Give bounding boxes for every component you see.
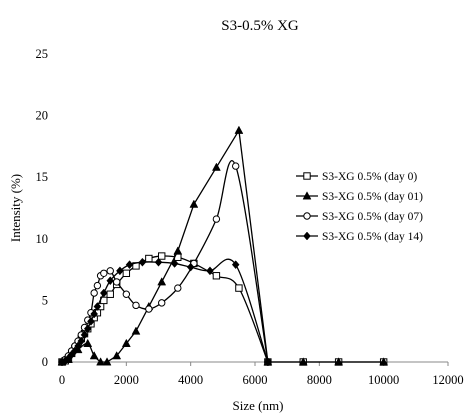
x-tick-label: 12000	[432, 373, 463, 387]
x-tick-label: 6000	[243, 373, 268, 387]
data-point	[112, 278, 121, 286]
data-point	[90, 289, 98, 297]
data-point	[186, 262, 195, 272]
legend-item: S3-XG 0.5% (day 14)	[296, 231, 423, 243]
y-tick-label: 10	[36, 232, 49, 246]
data-point	[96, 357, 106, 366]
data-point	[173, 246, 183, 255]
y-tick-label: 5	[42, 293, 48, 307]
data-point	[206, 266, 214, 276]
data-point	[106, 290, 114, 298]
y-tick-label: 0	[42, 355, 48, 369]
data-point	[71, 346, 79, 356]
y-tick-label: 15	[36, 170, 49, 184]
data-point	[132, 301, 140, 310]
data-point	[154, 257, 163, 267]
data-point	[145, 305, 153, 313]
data-point	[157, 277, 167, 286]
data-point	[125, 260, 134, 270]
legend-item: S3-XG 0.5% (day 0)	[296, 171, 417, 183]
data-point	[122, 269, 131, 277]
x-tick-label: 0	[59, 373, 65, 387]
data-point	[100, 269, 108, 277]
series-line	[61, 255, 269, 363]
y-tick-label: 20	[36, 109, 49, 123]
data-point	[121, 338, 131, 347]
data-point	[116, 266, 124, 276]
data-point	[131, 326, 141, 335]
data-point	[212, 272, 221, 280]
data-point	[99, 288, 108, 298]
data-point	[106, 267, 114, 275]
data-point	[106, 276, 115, 286]
data-point	[158, 299, 166, 307]
x-tick-label: 4000	[178, 373, 203, 387]
data-point	[122, 290, 131, 298]
data-point	[93, 302, 102, 311]
chart-title: S3-0.5% XG	[221, 18, 299, 34]
data-point	[234, 125, 244, 134]
legend-marker	[303, 172, 311, 180]
data-point	[170, 259, 179, 268]
x-axis-label: Size (nm)	[233, 398, 284, 413]
axes: 0 2000 4000 6000 8000 10000 12000 0 5 10 15 20 25	[36, 47, 464, 387]
data-point	[211, 162, 221, 171]
data-point	[74, 341, 82, 351]
data-point	[93, 281, 102, 290]
data-point	[174, 284, 182, 292]
x-tick-label: 8000	[307, 373, 332, 387]
legend: S3-XG 0.5% (day 0) S3-XG 0.5% (day 01) S3-…	[296, 171, 423, 243]
legend-marker	[302, 191, 312, 200]
series-line	[61, 160, 269, 363]
legend-label: S3-XG 0.5% (day 0)	[322, 171, 417, 183]
legend-item: S3-XG 0.5% (day 07)	[296, 211, 423, 223]
y-tick-label: 25	[36, 47, 49, 61]
series-line-tail	[100, 128, 384, 363]
data-point	[80, 330, 89, 340]
data-point	[231, 260, 240, 270]
data-point	[158, 252, 166, 260]
data-point	[83, 324, 92, 334]
y-axis-label: Intensity (%)	[8, 174, 23, 242]
data-point	[298, 357, 308, 366]
x-tick-label: 2000	[114, 373, 139, 387]
data-point	[112, 351, 122, 360]
legend-label: S3-XG 0.5% (day 01)	[322, 191, 423, 203]
legend-marker	[303, 212, 311, 220]
legend-item: S3-XG 0.5% (day 01)	[296, 191, 423, 203]
legend-marker	[303, 231, 311, 241]
data-point	[77, 336, 86, 346]
series-3	[58, 257, 272, 367]
data-point	[189, 199, 199, 208]
x-tick-label: 10000	[368, 373, 399, 387]
legend-label: S3-XG 0.5% (day 14)	[322, 231, 423, 243]
data-point	[90, 309, 98, 319]
series-1	[57, 125, 389, 366]
data-point	[334, 357, 344, 366]
data-point	[264, 357, 272, 367]
data-point	[102, 357, 112, 366]
data-point	[379, 357, 389, 366]
data-point	[87, 316, 95, 326]
data-point	[235, 284, 243, 292]
data-point	[138, 257, 147, 267]
data-point	[212, 215, 221, 223]
legend-label: S3-XG 0.5% (day 07)	[322, 211, 423, 223]
data-point	[83, 338, 93, 347]
data-point	[89, 351, 99, 360]
series-layer	[57, 125, 389, 367]
data-point	[145, 254, 153, 263]
data-point	[232, 162, 240, 170]
